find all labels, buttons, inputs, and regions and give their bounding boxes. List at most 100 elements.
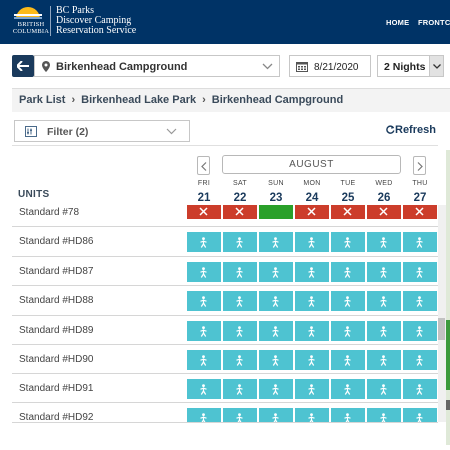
availability-cell-available[interactable] [403, 262, 437, 282]
availability-cell-available[interactable] [187, 350, 221, 370]
availability-cell-available[interactable] [259, 379, 293, 399]
map-dark-area [446, 400, 450, 410]
unit-name[interactable]: Standard #HD90 [19, 354, 94, 365]
availability-cell-available[interactable] [259, 408, 293, 422]
breadcrumb-park[interactable]: Birkenhead Lake Park [81, 94, 197, 106]
unit-name[interactable]: Standard #78 [19, 207, 80, 218]
availability-cell-available[interactable] [295, 232, 329, 252]
availability-cell-available[interactable] [331, 232, 365, 252]
availability-cell-available[interactable] [295, 350, 329, 370]
availability-cell-available[interactable] [367, 350, 401, 370]
breadcrumb-park-list[interactable]: Park List [19, 94, 66, 106]
park-select[interactable]: Birkenhead Campground [34, 55, 280, 77]
nights-select[interactable]: 2 Nights [377, 55, 444, 77]
availability-cell-available[interactable] [295, 379, 329, 399]
nav-home-link[interactable]: HOME [386, 18, 410, 27]
chevron-right-icon [417, 162, 423, 171]
availability-cell-available[interactable] [259, 350, 293, 370]
person-available-icon [380, 267, 387, 278]
person-available-icon [272, 413, 279, 422]
availability-cell-unavailable[interactable] [367, 205, 401, 219]
availability-cell-available[interactable] [403, 408, 437, 422]
arrival-date-field[interactable]: 8/21/2020 [289, 55, 371, 77]
availability-cell-unavailable[interactable] [403, 205, 437, 219]
unit-name[interactable]: Standard #HD87 [19, 266, 94, 277]
availability-cell-available[interactable] [223, 321, 257, 341]
availability-cell-available[interactable] [223, 232, 257, 252]
availability-cell-available[interactable] [403, 350, 437, 370]
unit-name[interactable]: Standard #HD89 [19, 325, 94, 336]
availability-cell-available[interactable] [295, 321, 329, 341]
availability-cell-available[interactable] [259, 321, 293, 341]
availability-cell-available[interactable] [367, 262, 401, 282]
nights-dropdown-button[interactable] [429, 56, 443, 76]
grid-scrollbar[interactable] [438, 205, 446, 422]
availability-cell-selected[interactable] [259, 205, 293, 219]
availability-cell-available[interactable] [295, 408, 329, 422]
availability-cell-available[interactable] [187, 291, 221, 311]
availability-cell-available[interactable] [259, 291, 293, 311]
chevron-down-icon [433, 64, 441, 69]
day-number: 21 [197, 192, 211, 204]
availability-cell-available[interactable] [331, 321, 365, 341]
day-of-week: FRI [197, 180, 211, 187]
filter-dropdown[interactable]: Filter (2) [14, 120, 190, 142]
availability-cell-available[interactable] [367, 379, 401, 399]
availability-cell-available[interactable] [223, 291, 257, 311]
availability-cell-unavailable[interactable] [187, 205, 221, 219]
day-number: 23 [269, 192, 283, 204]
next-month-button[interactable] [413, 156, 426, 175]
back-button[interactable] [12, 55, 34, 77]
arrow-left-icon [17, 61, 29, 71]
prev-month-button[interactable] [197, 156, 210, 175]
availability-cell-available[interactable] [223, 379, 257, 399]
availability-cell-available[interactable] [295, 262, 329, 282]
availability-cell-available[interactable] [367, 291, 401, 311]
availability-cell-available[interactable] [259, 232, 293, 252]
brand-title[interactable]: BC Parks Discover Camping Reservation Se… [56, 5, 137, 36]
availability-cell-unavailable[interactable] [331, 205, 365, 219]
map-panel-edge[interactable] [446, 150, 450, 445]
availability-cell-available[interactable] [187, 321, 221, 341]
availability-cell-available[interactable] [331, 262, 365, 282]
availability-cell-available[interactable] [403, 291, 437, 311]
availability-cell-available[interactable] [403, 379, 437, 399]
person-available-icon [344, 413, 351, 422]
unit-name[interactable]: Standard #HD86 [19, 236, 94, 247]
availability-cell-available[interactable] [223, 350, 257, 370]
refresh-icon[interactable] [386, 125, 395, 134]
availability-cell-available[interactable] [295, 291, 329, 311]
availability-cell-available[interactable] [187, 232, 221, 252]
availability-cell-available[interactable] [187, 379, 221, 399]
availability-cell-available[interactable] [187, 262, 221, 282]
availability-cell-available[interactable] [259, 262, 293, 282]
availability-cell-available[interactable] [223, 262, 257, 282]
availability-cell-available[interactable] [223, 408, 257, 422]
availability-cell-unavailable[interactable] [295, 205, 329, 219]
grid-bottom-border [12, 422, 438, 423]
availability-cell-available[interactable] [367, 408, 401, 422]
grid-scroll-thumb[interactable] [438, 318, 445, 340]
availability-cell-available[interactable] [331, 408, 365, 422]
month-label[interactable]: AUGUST [222, 155, 401, 174]
availability-cell-unavailable[interactable] [223, 205, 257, 219]
availability-cell-available[interactable] [331, 379, 365, 399]
nights-value: 2 Nights [384, 61, 426, 73]
availability-cell-available[interactable] [367, 321, 401, 341]
unit-name[interactable]: Standard #HD88 [19, 295, 94, 306]
availability-cell-available[interactable] [367, 232, 401, 252]
availability-cell-available[interactable] [403, 321, 437, 341]
availability-cell-available[interactable] [187, 408, 221, 422]
availability-cell-available[interactable] [331, 350, 365, 370]
refresh-button[interactable]: Refresh [395, 124, 436, 136]
unit-name[interactable]: Standard #HD91 [19, 383, 94, 394]
nav-frontcountry-link[interactable]: FRONTC [418, 18, 450, 27]
unit-name[interactable]: Standard #HD92 [19, 412, 94, 422]
bc-logo[interactable]: BRITISH COLUMBIA [10, 3, 49, 41]
person-available-icon [416, 413, 423, 422]
person-available-icon [380, 355, 387, 366]
availability-cell-available[interactable] [331, 291, 365, 311]
day-of-week: TUE [340, 180, 356, 187]
person-available-icon [272, 326, 279, 337]
availability-cell-available[interactable] [403, 232, 437, 252]
